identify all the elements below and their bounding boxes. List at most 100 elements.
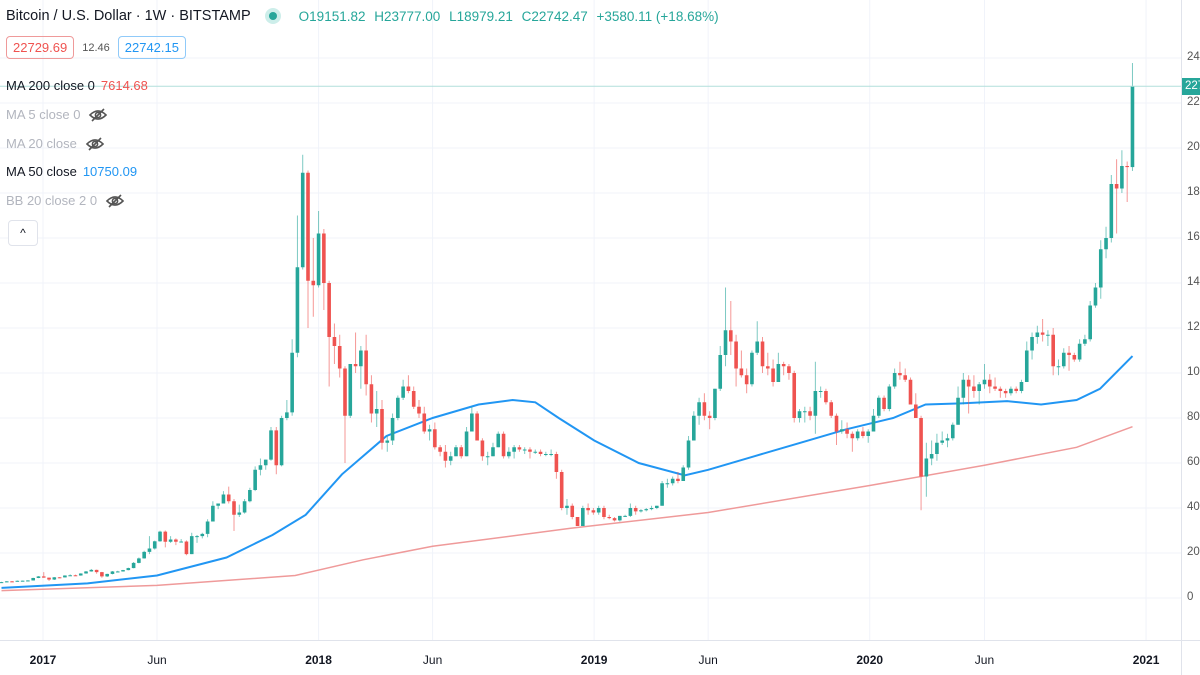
candle (195, 535, 199, 543)
candle (380, 400, 384, 450)
candle-body (602, 508, 606, 517)
candle (565, 499, 569, 515)
candle-body (470, 413, 474, 432)
time-tick-label: Jun (974, 653, 995, 667)
candle-body (982, 379, 987, 385)
candle-body (385, 440, 390, 443)
high-value: H23777.00 (374, 8, 441, 24)
candle-body (401, 386, 405, 398)
candle (26, 580, 30, 582)
price-tick-label: 0 (1187, 591, 1194, 603)
candle (248, 487, 252, 503)
price-tick-label: 4000 (1187, 501, 1200, 513)
candle (707, 411, 712, 430)
candle (697, 397, 701, 425)
candle-body (4, 581, 9, 583)
ohlc-values: O19151.82 H23777.00 L18979.21 C22742.47 … (299, 9, 724, 24)
candle (1014, 386, 1018, 394)
candle (179, 539, 183, 543)
candle-body (221, 494, 226, 504)
candle (110, 571, 115, 575)
candle (913, 393, 918, 418)
candle (850, 431, 855, 452)
candle-body (10, 581, 14, 583)
indicator-label: MA 5 close 0 (6, 107, 81, 122)
candle-body (269, 430, 273, 460)
candle-body (919, 418, 923, 477)
candle (406, 375, 411, 394)
candle-body (285, 412, 289, 418)
candle-body (438, 447, 442, 452)
candle-body (681, 467, 686, 481)
close-value: C22742.47 (521, 8, 588, 24)
candle-body (1024, 350, 1029, 382)
candle-body (242, 501, 247, 513)
candle-body (1003, 391, 1008, 394)
candle-body (211, 505, 215, 522)
candle (63, 575, 67, 578)
candle-body (887, 386, 892, 409)
indicator-row[interactable]: MA 50 close 10750.09 (6, 164, 137, 179)
indicator-row[interactable]: MA 5 close 0 (6, 107, 108, 122)
collapse-legend-button[interactable]: ^ (8, 220, 38, 246)
eye-off-icon[interactable] (85, 136, 105, 151)
candle-body (406, 386, 411, 391)
candle (94, 569, 99, 574)
candle-body (586, 508, 590, 511)
candle-body (929, 454, 934, 459)
indicator-row[interactable]: BB 20 close 2 0 (6, 193, 125, 208)
candle (866, 429, 871, 443)
candle-body (829, 402, 834, 416)
sell-price-button[interactable]: 22729.69 (6, 36, 75, 59)
candle (470, 406, 474, 432)
candle (1114, 159, 1119, 234)
indicator-row[interactable]: MA 200 close 0 7614.68 (6, 78, 148, 93)
eye-off-icon[interactable] (105, 193, 125, 208)
candle-body (940, 440, 945, 443)
candle (211, 501, 215, 522)
candle (337, 334, 342, 378)
candle (41, 572, 46, 578)
ma-line (1, 425, 1133, 592)
candle-body (68, 575, 72, 577)
time-tick-label: Jun (422, 653, 443, 667)
time-tick-label: 2021 (1132, 653, 1160, 667)
candle-body (258, 465, 263, 470)
candle-body (501, 433, 506, 457)
candle-body (205, 521, 210, 534)
symbol-title[interactable]: Bitcoin / U.S. Dollar · 1W · BITSTAMP (6, 8, 251, 24)
candle (1003, 388, 1008, 398)
candle-body (644, 509, 649, 511)
candle-body (327, 283, 331, 337)
candle-body (1046, 334, 1050, 336)
buy-price-button[interactable]: 22742.15 (117, 36, 186, 59)
candle-body (1088, 305, 1092, 340)
candle (744, 368, 749, 394)
candle (876, 395, 881, 418)
candle-body (454, 447, 458, 457)
candle (797, 409, 802, 423)
candle-body (665, 483, 670, 485)
candle-body (295, 267, 300, 353)
candle (57, 577, 62, 579)
candle-body (517, 447, 522, 450)
candle (802, 406, 807, 423)
candle (549, 449, 553, 457)
candle (1120, 150, 1124, 193)
candle (100, 571, 104, 578)
indicator-row[interactable]: MA 20 close (6, 136, 105, 151)
candle (950, 422, 955, 441)
eye-off-icon[interactable] (88, 107, 108, 122)
candle-body (248, 490, 252, 502)
time-tick-label: Jun (698, 653, 718, 667)
candle (813, 361, 818, 434)
candle (454, 445, 458, 457)
candle (935, 433, 939, 461)
candle (105, 573, 109, 578)
indicator-value: 10750.09 (82, 164, 138, 179)
candle (285, 400, 289, 421)
candle-body (1120, 166, 1124, 189)
candle (343, 366, 347, 463)
candle (829, 400, 834, 418)
